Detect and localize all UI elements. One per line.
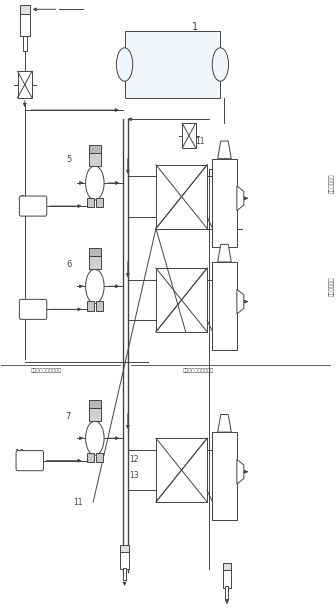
Circle shape [86,421,104,455]
FancyBboxPatch shape [19,300,47,319]
Bar [23,36,27,51]
Text: 13: 13 [129,471,139,480]
Polygon shape [218,244,231,262]
Bar [89,408,101,421]
Text: 淡点一冷却水: 淡点一冷却水 [329,173,335,192]
Bar [96,452,103,462]
Bar [225,586,228,599]
Bar [96,197,103,207]
Polygon shape [237,186,244,211]
Text: 9: 9 [20,299,25,308]
Bar [89,400,101,408]
Polygon shape [218,141,231,159]
Bar [87,301,94,311]
Bar [87,197,94,207]
Bar [120,545,129,552]
Text: 淡点二冷却水: 淡点二冷却水 [329,276,335,296]
Bar [212,159,237,247]
Bar [125,31,220,98]
Text: 11: 11 [73,498,83,507]
Text: 左测口冷却水回程图二: 左测口冷却水回程图二 [182,368,214,373]
Text: 左测口冷却水回程图一: 左测口冷却水回程图一 [31,368,62,373]
Bar [123,568,126,580]
Text: 7: 7 [66,412,71,421]
Bar [87,452,94,462]
Text: 5: 5 [67,155,72,164]
Text: 11: 11 [196,137,205,146]
Bar [96,301,103,311]
Bar [156,268,207,332]
Bar [89,145,101,153]
FancyBboxPatch shape [16,451,43,471]
Bar [89,153,101,166]
Bar [89,248,101,256]
Circle shape [86,269,104,303]
Circle shape [86,166,104,200]
Text: 6: 6 [67,260,72,269]
Bar [17,71,32,98]
Text: 8: 8 [20,195,25,205]
FancyBboxPatch shape [19,196,47,216]
Polygon shape [218,415,231,432]
Ellipse shape [212,48,228,81]
Bar [223,563,231,570]
Bar [89,256,101,269]
Bar [120,548,129,569]
Bar [182,124,196,148]
Text: 12: 12 [129,456,139,465]
Bar [212,262,237,350]
Bar [156,438,207,502]
Text: 10: 10 [14,449,25,459]
Bar [212,432,237,520]
Bar [20,5,30,14]
Polygon shape [237,459,244,484]
Text: 1: 1 [192,22,198,32]
Ellipse shape [116,48,133,81]
Bar [156,165,207,228]
Polygon shape [237,289,244,314]
Bar [223,566,231,588]
Bar [20,10,30,36]
